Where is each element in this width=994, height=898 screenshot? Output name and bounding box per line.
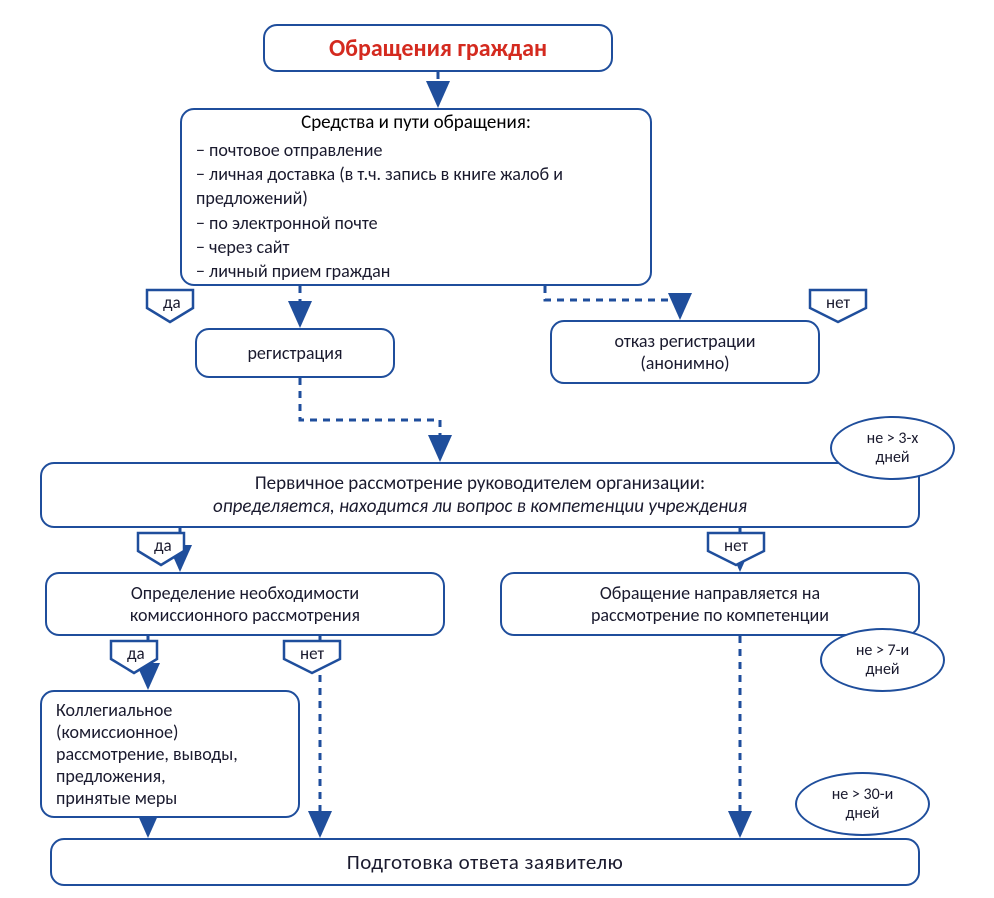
e30-line1: не > 30-и (832, 785, 893, 804)
node-response: Подготовка ответа заявителю (50, 838, 920, 886)
refusal-line2: (анонимно) (566, 352, 804, 374)
node-collegial: Коллегиальное (комиссионное) рассмотрени… (40, 690, 300, 818)
label-net3: нет (296, 641, 328, 666)
registration-text: регистрация (211, 342, 379, 364)
node-determine: Определение необходимости комиссионного … (45, 572, 445, 636)
e3-line2: дней (867, 448, 919, 467)
collegial-l4: принятые меры (56, 787, 177, 809)
e7-line2: дней (856, 660, 909, 679)
determine-line2: комиссионного рассмотрения (61, 604, 429, 626)
node-registration: регистрация (195, 328, 395, 378)
means-item-4: − личный прием граждан (196, 259, 636, 283)
primary-line1: Первичное рассмотрение руководителем орг… (56, 472, 904, 495)
title-text: Обращения граждан (279, 34, 597, 63)
node-primary: Первичное рассмотрение руководителем орг… (40, 462, 920, 528)
refusal-line1: отказ регистрации (566, 330, 804, 352)
ellipse-3days: не > 3-х дней (830, 416, 955, 480)
label-da3: да (123, 641, 149, 666)
means-item-3: − через сайт (196, 235, 636, 259)
node-means: Средства и пути обращения: − почтовое от… (180, 108, 652, 286)
means-item-0: − почтовое отправление (196, 138, 636, 162)
means-item-2: − по электронной почте (196, 211, 636, 235)
label-net1: нет (822, 290, 854, 315)
collegial-l1: (комиссионное) (56, 721, 178, 743)
collegial-l0: Коллегиальное (56, 699, 172, 721)
node-forward: Обращение направляется на рассмотрение п… (500, 572, 920, 636)
node-refusal: отказ регистрации (анонимно) (550, 320, 820, 384)
e7-line1: не > 7-и (856, 641, 909, 660)
determine-line1: Определение необходимости (61, 582, 429, 604)
label-da2: да (150, 533, 176, 558)
means-title: Средства и пути обращения: (196, 111, 636, 134)
label-net2: нет (720, 533, 752, 558)
collegial-l2: рассмотрение, выводы, (56, 743, 238, 765)
response-text: Подготовка ответа заявителю (66, 849, 904, 875)
label-da1: да (159, 290, 185, 315)
forward-line1: Обращение направляется на (516, 582, 904, 604)
ellipse-30days: не > 30-и дней (795, 772, 930, 836)
collegial-l3: предложения, (56, 765, 166, 787)
node-title: Обращения граждан (263, 24, 613, 72)
arrow-a3 (545, 286, 680, 317)
primary-line2: определяется, находится ли вопрос в комп… (56, 495, 904, 518)
forward-line2: рассмотрение по компетенции (516, 604, 904, 626)
ellipse-7days: не > 7-и дней (820, 628, 945, 692)
e30-line2: дней (832, 804, 893, 823)
e3-line1: не > 3-х (867, 429, 919, 448)
means-item-1: − личная доставка (в т.ч. запись в книге… (196, 162, 636, 211)
arrow-a4 (300, 378, 440, 459)
